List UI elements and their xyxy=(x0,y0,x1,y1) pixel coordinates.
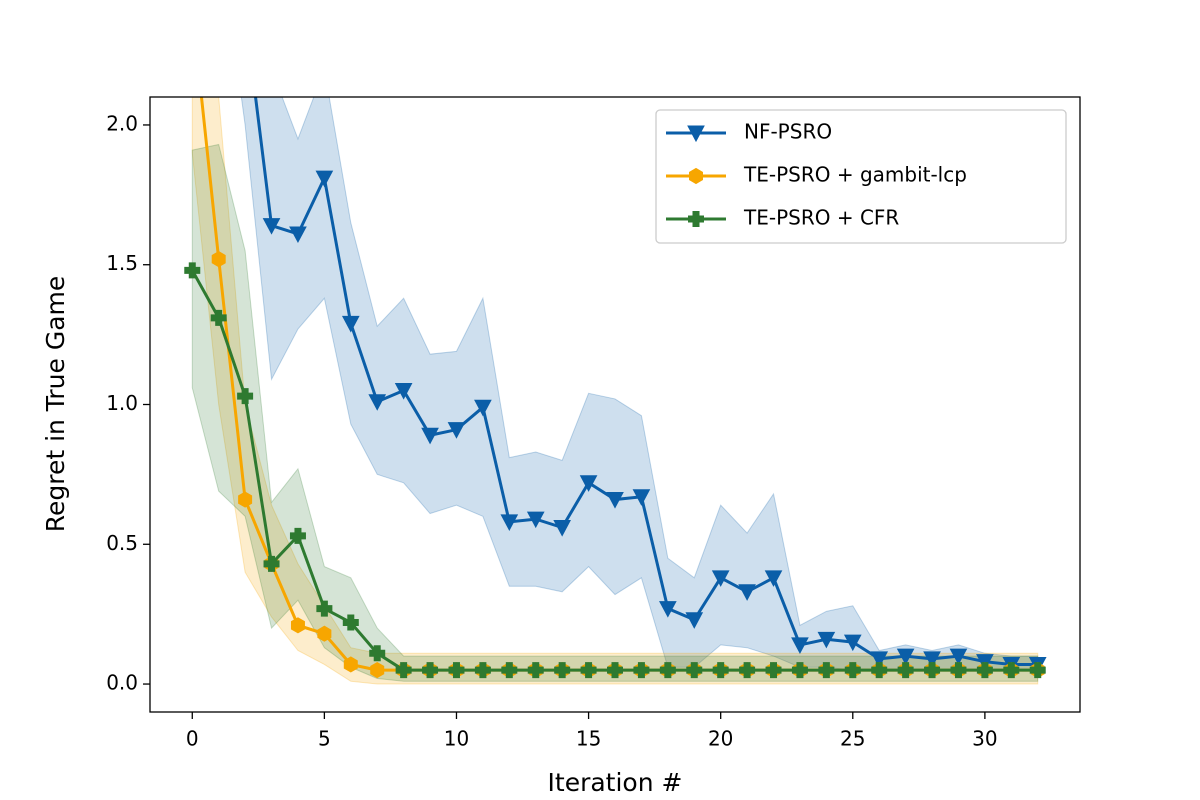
marker xyxy=(238,491,253,508)
marker xyxy=(262,218,281,235)
marker xyxy=(448,662,465,679)
marker xyxy=(632,489,651,506)
marker xyxy=(711,570,730,587)
marker xyxy=(501,662,518,679)
marker xyxy=(316,600,333,617)
x-tick-label: 10 xyxy=(444,727,469,751)
marker xyxy=(421,427,439,445)
marker xyxy=(818,662,835,679)
confidence-band xyxy=(191,97,1039,685)
marker xyxy=(686,662,703,679)
marker xyxy=(447,422,466,439)
marker xyxy=(370,661,385,679)
marker xyxy=(289,527,306,544)
plot-area xyxy=(184,3,1047,685)
marker xyxy=(687,125,705,143)
marker xyxy=(343,656,358,673)
marker xyxy=(659,601,677,618)
marker xyxy=(817,631,836,649)
marker xyxy=(500,514,519,531)
marker xyxy=(739,662,756,679)
marker xyxy=(950,662,967,679)
marker xyxy=(765,662,782,679)
marker xyxy=(368,394,387,411)
marker xyxy=(791,637,809,654)
marker xyxy=(369,645,386,662)
marker xyxy=(210,309,227,326)
marker xyxy=(553,520,571,537)
marker xyxy=(924,662,941,679)
marker xyxy=(606,492,624,509)
marker xyxy=(976,662,993,679)
marker xyxy=(659,662,676,679)
x-tick-label: 30 xyxy=(972,727,997,751)
marker xyxy=(263,555,280,572)
marker xyxy=(923,651,941,668)
x-tick-label: 20 xyxy=(708,727,733,751)
y-tick-label: 0.5 xyxy=(106,531,138,555)
marker xyxy=(184,262,201,279)
marker xyxy=(289,226,307,244)
legend-label: TE-PSRO + gambit-lcp xyxy=(743,163,967,187)
y-tick-label: 1.0 xyxy=(106,391,138,415)
marker xyxy=(317,625,332,642)
marker xyxy=(422,662,439,679)
marker xyxy=(526,511,545,529)
marker xyxy=(474,662,491,679)
marker xyxy=(1003,662,1020,679)
y-axis-label: Regret in True Game xyxy=(41,276,70,533)
marker xyxy=(688,211,704,227)
x-axis-label: Iteration # xyxy=(548,768,683,797)
marker xyxy=(186,3,199,18)
marker xyxy=(579,475,598,492)
x-tick-label: 0 xyxy=(186,727,199,751)
x-tick-label: 5 xyxy=(318,727,331,751)
y-tick-label: 1.5 xyxy=(106,251,138,275)
marker xyxy=(712,662,729,679)
x-tick-label: 15 xyxy=(576,727,601,751)
marker xyxy=(237,6,253,21)
marker xyxy=(764,570,783,587)
marker xyxy=(689,167,703,185)
marker xyxy=(580,662,597,679)
marker xyxy=(290,617,305,634)
marker xyxy=(843,634,862,652)
marker xyxy=(844,662,861,679)
marker xyxy=(896,648,915,666)
marker xyxy=(554,662,571,679)
marker xyxy=(949,648,968,666)
marker xyxy=(395,662,412,679)
marker xyxy=(342,614,359,631)
marker xyxy=(685,612,704,629)
marker xyxy=(607,662,623,679)
marker xyxy=(341,315,360,333)
marker xyxy=(870,651,889,668)
legend-box xyxy=(655,109,1067,244)
marker xyxy=(791,662,808,679)
marker xyxy=(897,662,914,679)
y-tick-label: 2.0 xyxy=(106,111,138,135)
marker xyxy=(633,662,650,679)
marker xyxy=(211,251,226,268)
confidence-band xyxy=(191,143,1039,682)
marker xyxy=(871,662,888,679)
marker xyxy=(394,383,413,400)
marker xyxy=(527,662,544,679)
legend-label: NF-PSRO xyxy=(744,120,832,144)
y-tick-label: 0.0 xyxy=(106,671,138,695)
marker xyxy=(1029,662,1046,679)
legend-label: TE-PSRO + CFR xyxy=(743,206,899,230)
marker xyxy=(738,584,756,601)
marker xyxy=(474,399,492,417)
marker xyxy=(315,170,334,188)
marker xyxy=(237,388,254,405)
x-tick-label: 25 xyxy=(840,727,865,751)
